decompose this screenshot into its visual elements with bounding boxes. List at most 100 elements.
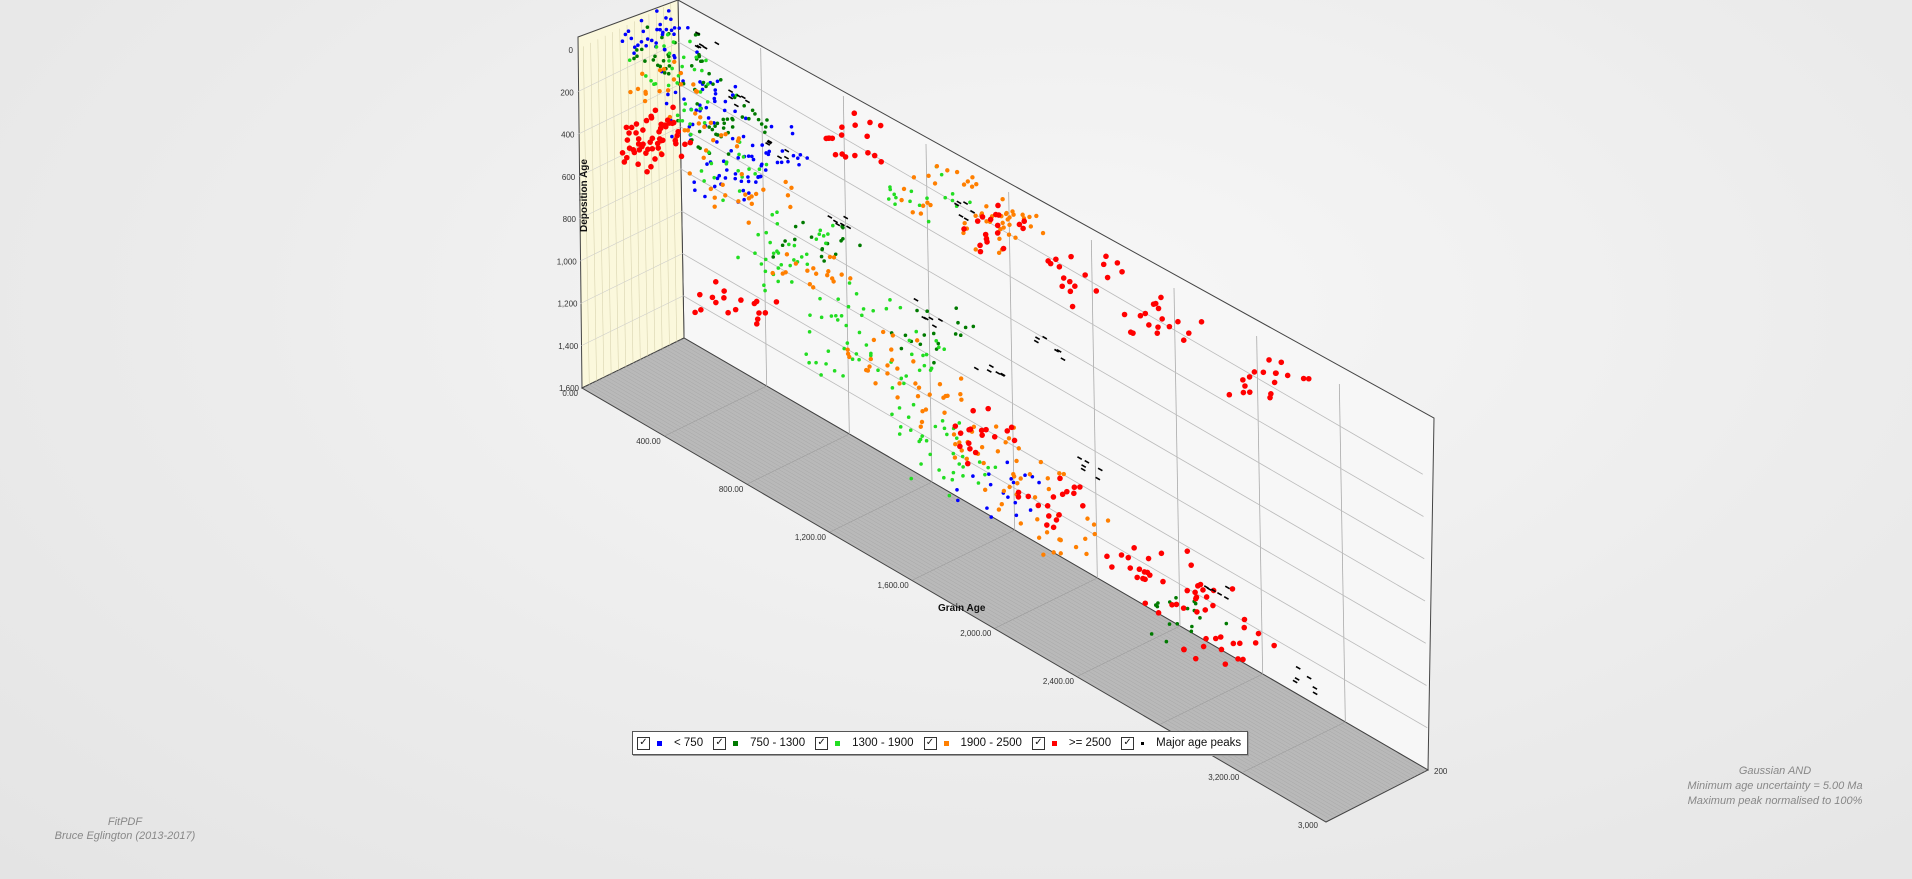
data-point bbox=[1011, 480, 1016, 485]
checkbox-icon[interactable]: ✓ bbox=[713, 736, 727, 750]
data-point bbox=[821, 234, 826, 238]
data-point bbox=[960, 454, 965, 459]
data-point bbox=[721, 126, 726, 130]
data-point bbox=[693, 111, 698, 116]
peak-mark bbox=[728, 89, 734, 94]
y-tick-label: 800 bbox=[563, 215, 577, 224]
data-point bbox=[698, 307, 704, 313]
data-point bbox=[1175, 318, 1181, 325]
data-point bbox=[1046, 513, 1052, 519]
data-point bbox=[764, 230, 769, 235]
data-point bbox=[1030, 474, 1035, 479]
left-wall-gridline bbox=[582, 46, 590, 385]
data-point bbox=[921, 353, 925, 358]
data-point bbox=[687, 124, 692, 129]
data-point bbox=[824, 241, 828, 246]
data-point bbox=[649, 145, 656, 152]
data-point bbox=[871, 337, 877, 343]
data-point bbox=[1240, 377, 1246, 383]
data-point bbox=[1006, 436, 1012, 441]
data-point bbox=[712, 204, 717, 209]
data-point bbox=[1246, 389, 1253, 395]
data-point bbox=[988, 482, 993, 487]
data-point bbox=[982, 487, 988, 493]
data-point bbox=[669, 28, 674, 33]
data-point bbox=[790, 280, 794, 284]
data-point bbox=[1203, 635, 1209, 642]
data-point bbox=[979, 214, 986, 220]
data-point bbox=[1246, 374, 1253, 380]
data-point bbox=[928, 368, 933, 372]
data-point bbox=[1044, 503, 1051, 509]
data-point bbox=[1203, 594, 1210, 600]
data-point bbox=[1018, 521, 1024, 526]
data-point bbox=[688, 122, 692, 126]
data-point bbox=[706, 116, 711, 120]
data-point bbox=[868, 356, 874, 362]
data-point bbox=[643, 150, 649, 156]
data-point bbox=[994, 222, 1001, 229]
data-point bbox=[681, 55, 686, 60]
data-point bbox=[1226, 391, 1233, 398]
data-points bbox=[619, 9, 1318, 696]
peak-mark bbox=[1080, 467, 1086, 472]
data-point bbox=[763, 288, 767, 293]
legend-item-series-4[interactable]: ✓ 1900 - 2500 bbox=[923, 736, 1022, 750]
legend-item-series-5[interactable]: ✓ >= 2500 bbox=[1031, 736, 1111, 750]
data-point bbox=[689, 107, 694, 112]
data-point bbox=[984, 219, 989, 224]
data-point bbox=[914, 338, 920, 343]
data-point bbox=[1071, 490, 1077, 497]
data-point bbox=[657, 89, 662, 94]
checkbox-icon[interactable]: ✓ bbox=[637, 736, 650, 750]
data-point bbox=[762, 310, 769, 316]
data-point bbox=[1155, 305, 1162, 312]
data-point bbox=[649, 135, 656, 142]
data-point bbox=[1284, 372, 1291, 379]
floor-stripe bbox=[653, 352, 1398, 786]
peak-mark bbox=[962, 201, 969, 206]
peak-mark bbox=[1312, 691, 1318, 696]
checkbox-icon[interactable]: ✓ bbox=[1031, 736, 1045, 750]
data-point bbox=[739, 179, 744, 184]
data-point bbox=[623, 154, 630, 161]
checkbox-icon[interactable]: ✓ bbox=[923, 736, 937, 750]
data-point bbox=[723, 131, 728, 137]
legend-item-series-3[interactable]: ✓ 1300 - 1900 bbox=[815, 736, 914, 750]
legend-label: 750 - 1300 bbox=[750, 737, 806, 749]
checkbox-icon[interactable]: ✓ bbox=[815, 736, 829, 750]
data-point bbox=[936, 341, 941, 346]
data-point bbox=[653, 81, 658, 86]
data-point bbox=[993, 211, 999, 218]
legend-item-series-6[interactable]: ✓ Major age peaks bbox=[1121, 736, 1241, 750]
data-point bbox=[667, 54, 671, 59]
data-point bbox=[880, 329, 886, 335]
data-point bbox=[1073, 544, 1079, 550]
x-tick-label: 400.00 bbox=[636, 437, 661, 446]
data-point bbox=[906, 415, 911, 420]
data-point bbox=[961, 226, 967, 232]
data-point bbox=[673, 90, 678, 95]
data-point bbox=[741, 155, 746, 159]
data-point bbox=[688, 39, 692, 44]
peak-mark bbox=[1210, 588, 1217, 593]
floor-stripe bbox=[639, 359, 1384, 792]
data-point bbox=[925, 196, 929, 200]
data-point bbox=[805, 156, 809, 160]
data-point bbox=[658, 22, 662, 27]
legend-item-series-1[interactable]: ✓ < 750 bbox=[637, 736, 703, 750]
data-point bbox=[779, 160, 784, 165]
data-point bbox=[1158, 294, 1164, 301]
data-point bbox=[713, 91, 718, 96]
data-point bbox=[842, 346, 846, 351]
data-point bbox=[692, 309, 698, 316]
checkbox-icon[interactable]: ✓ bbox=[1121, 736, 1135, 750]
legend-item-series-2[interactable]: ✓ 750 - 1300 bbox=[713, 736, 806, 750]
data-point bbox=[920, 203, 926, 208]
data-point bbox=[764, 151, 768, 155]
data-point bbox=[933, 424, 938, 429]
data-point bbox=[635, 48, 639, 52]
x-tick-label: 1,200.00 bbox=[795, 533, 827, 542]
data-point bbox=[971, 474, 975, 478]
data-point bbox=[787, 242, 791, 247]
